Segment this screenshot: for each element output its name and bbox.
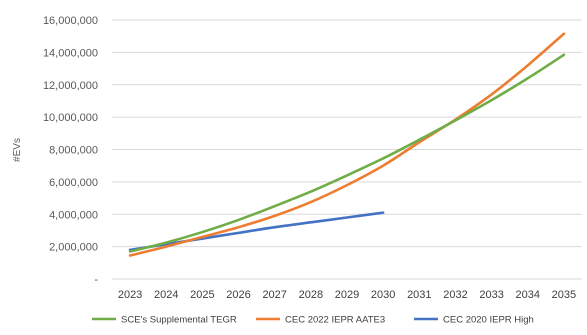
x-tick-label: 2032 xyxy=(443,289,467,301)
y-tick-label: 10,000,000 xyxy=(43,112,98,124)
x-tick-label: 2023 xyxy=(118,289,142,301)
x-tick-label: 2026 xyxy=(226,289,250,301)
y-tick-label: 2,000,000 xyxy=(49,242,98,254)
series-line-cec-2022-iepr-aate3 xyxy=(128,32,566,257)
y-tick-label: 6,000,000 xyxy=(49,177,98,189)
x-tick-label: 2035 xyxy=(552,289,576,301)
gridlines xyxy=(112,19,582,280)
series-lines xyxy=(128,32,566,257)
series-line-cec-2020-iepr-high xyxy=(128,211,385,252)
axes: - 2,000,000 4,000,000 6,000,000 8,000,000 10,… xyxy=(43,15,576,301)
y-tick-label: 14,000,000 xyxy=(43,47,98,59)
x-tick-label: 2027 xyxy=(262,289,286,301)
x-tick-label: 2024 xyxy=(154,289,178,301)
legend: SCE's Supplemental TEGR CEC 2022 IEPR AAT… xyxy=(92,315,534,326)
legend-label-cec-2020-iepr-high: CEC 2020 IEPR High xyxy=(443,315,534,326)
legend-label-cec-2022-iepr-aate3: CEC 2022 IEPR AATE3 xyxy=(285,315,385,326)
series-line-sce-s-supplemental-tegr xyxy=(128,53,566,253)
x-tick-label: 2030 xyxy=(371,289,395,301)
legend-label-sce-s-supplemental-tegr: SCE's Supplemental TEGR xyxy=(121,315,237,326)
x-tick-label: 2025 xyxy=(190,289,214,301)
x-tick-label: 2031 xyxy=(407,289,431,301)
y-tick-label: 12,000,000 xyxy=(43,80,98,92)
y-axis-label: #EVs xyxy=(12,138,23,162)
y-tick-label: 8,000,000 xyxy=(49,145,98,157)
x-tick-label: 2033 xyxy=(479,289,503,301)
y-tick-label: 4,000,000 xyxy=(49,209,98,221)
x-tick-label: 2034 xyxy=(516,289,540,301)
y-tick-label: 16,000,000 xyxy=(43,15,98,27)
x-tick-label: 2028 xyxy=(299,289,323,301)
y-tick-label: - xyxy=(94,274,98,286)
x-tick-label: 2029 xyxy=(335,289,359,301)
